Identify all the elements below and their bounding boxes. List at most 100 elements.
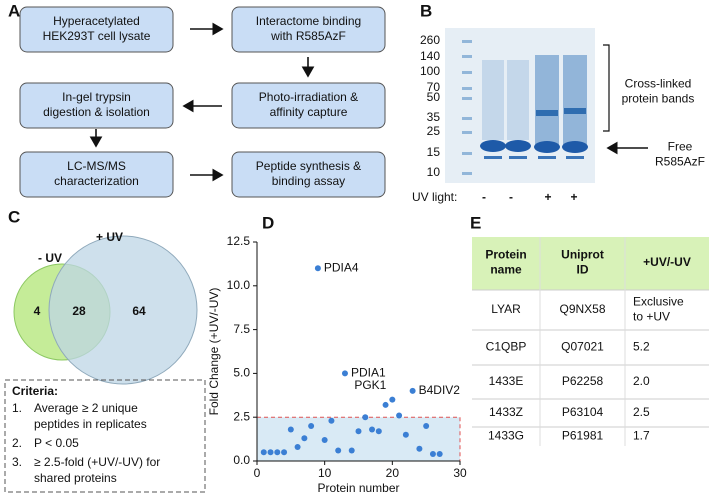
cell-text: C1QBP bbox=[486, 340, 527, 354]
cell-text: 1433G bbox=[488, 429, 524, 443]
step-text: Photo-irradiation & bbox=[259, 90, 358, 104]
header-text: +UV/-UV bbox=[643, 255, 691, 269]
gel-image bbox=[445, 28, 595, 183]
point-label: PDIA4 bbox=[324, 260, 359, 274]
bracket-label: protein bands bbox=[622, 92, 695, 106]
point bbox=[287, 426, 294, 433]
point bbox=[341, 370, 348, 377]
point bbox=[429, 450, 436, 457]
step-text: LC-MS/MS bbox=[67, 159, 126, 173]
step-box bbox=[231, 151, 386, 198]
criteria-num: 2. bbox=[12, 436, 22, 450]
bracket bbox=[603, 44, 610, 132]
criteria-text: Average ≥ 2 unique bbox=[34, 401, 138, 415]
x-tick-label: 20 bbox=[386, 466, 400, 480]
ladder-label: 25 bbox=[427, 124, 441, 138]
cell-text: P62258 bbox=[562, 374, 604, 388]
cell-text: P63104 bbox=[562, 405, 604, 419]
cell-text: Exclusive bbox=[633, 295, 684, 309]
ladder-label: 10 bbox=[427, 165, 441, 179]
criteria-text: P < 0.05 bbox=[34, 436, 79, 450]
step-text: characterization bbox=[54, 174, 139, 188]
criteria-text: shared proteins bbox=[34, 471, 117, 485]
x-tick-label: 10 bbox=[318, 466, 332, 480]
step-text: binding assay bbox=[272, 174, 345, 188]
criteria-text: ≥ 2.5-fold (+UV/-UV) for bbox=[34, 455, 160, 469]
header-text: ID bbox=[577, 263, 589, 277]
venn-count: 28 bbox=[72, 304, 86, 318]
step-box bbox=[19, 6, 174, 53]
table-header-bg bbox=[472, 237, 709, 290]
threshold-band bbox=[256, 416, 461, 462]
point bbox=[274, 449, 281, 456]
venn-label: + UV bbox=[96, 230, 123, 244]
step-box bbox=[231, 6, 386, 53]
venn-count: 4 bbox=[34, 304, 41, 318]
uv-label: UV light: bbox=[412, 190, 457, 204]
uv-mark: + bbox=[570, 190, 577, 204]
step-text: In-gel trypsin bbox=[62, 90, 131, 104]
point bbox=[301, 435, 308, 442]
point bbox=[423, 422, 430, 429]
point bbox=[260, 449, 267, 456]
arrow-label: R585AzF bbox=[655, 155, 705, 169]
criteria-num: 3. bbox=[12, 455, 22, 469]
uv-mark: - bbox=[509, 190, 513, 204]
step-text: digestion & isolation bbox=[43, 105, 150, 119]
cell-text: 5.2 bbox=[633, 340, 650, 354]
step-box bbox=[231, 82, 386, 129]
y-tick-label: 10.0 bbox=[227, 278, 251, 292]
step-text: with R585AzF bbox=[270, 29, 346, 43]
uv-mark: + bbox=[544, 190, 551, 204]
point bbox=[389, 396, 396, 403]
header-text: Protein bbox=[485, 248, 526, 262]
arrow-label: Free bbox=[668, 140, 693, 154]
point bbox=[308, 422, 315, 429]
point-label: PDIA1 bbox=[351, 366, 386, 380]
point bbox=[416, 445, 423, 452]
panel-label: B bbox=[420, 1, 432, 20]
point bbox=[281, 449, 288, 456]
y-tick-label: 0.0 bbox=[233, 453, 250, 467]
x-tick-label: 0 bbox=[254, 466, 261, 480]
point-label: B4DIV2 bbox=[419, 383, 461, 397]
point bbox=[369, 426, 376, 433]
cell-text: 1433Z bbox=[489, 405, 523, 419]
point bbox=[396, 412, 403, 419]
ladder-label: 15 bbox=[427, 145, 441, 159]
panel-label: A bbox=[8, 1, 20, 20]
cell-text: P61981 bbox=[562, 429, 604, 443]
step-text: Interactome binding bbox=[256, 14, 361, 28]
point bbox=[382, 401, 389, 408]
x-tick-label: 30 bbox=[453, 466, 467, 480]
point bbox=[409, 387, 416, 394]
venn-label: - UV bbox=[38, 251, 62, 265]
ladder-label: 35 bbox=[427, 110, 441, 124]
point bbox=[267, 449, 274, 456]
cell-text: 1.7 bbox=[633, 429, 650, 443]
panel-label: D bbox=[262, 213, 274, 232]
ladder-label: 70 bbox=[427, 80, 441, 94]
cell-text: 2.5 bbox=[633, 405, 650, 419]
criteria-num: 1. bbox=[12, 401, 22, 415]
cell-text: to +UV bbox=[633, 310, 670, 324]
cell-text: Q9NX58 bbox=[559, 302, 605, 316]
header-text: name bbox=[490, 263, 522, 277]
step-box bbox=[19, 151, 174, 198]
uv-mark: - bbox=[482, 190, 486, 204]
x-axis-label: Protein number bbox=[317, 481, 399, 495]
y-tick-label: 12.5 bbox=[227, 234, 251, 248]
point-label: PGK1 bbox=[354, 378, 386, 392]
point bbox=[335, 447, 342, 454]
step-box bbox=[19, 82, 174, 129]
y-tick-label: 2.5 bbox=[233, 409, 250, 423]
criteria-title: Criteria: bbox=[12, 384, 58, 398]
panel-label: E bbox=[470, 213, 481, 232]
step-text: Hyperacetylated bbox=[53, 14, 140, 28]
bracket-label: Cross-linked bbox=[625, 77, 692, 91]
cell-text: Q07021 bbox=[561, 340, 604, 354]
cell-text: 2.0 bbox=[633, 374, 650, 388]
step-text: HEK293T cell lysate bbox=[43, 29, 151, 43]
ladder-label: 50 bbox=[427, 90, 441, 104]
